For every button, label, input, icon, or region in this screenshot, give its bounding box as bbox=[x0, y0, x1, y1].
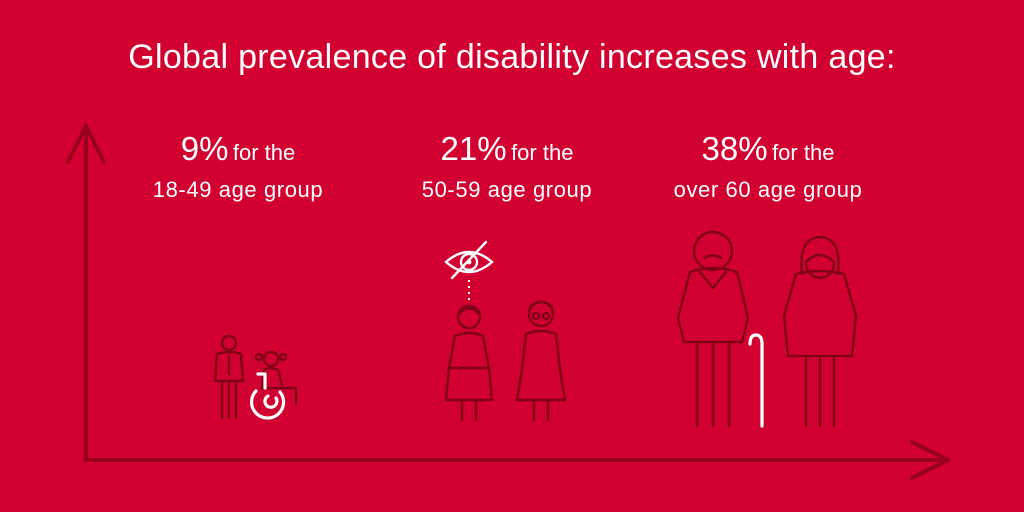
stat-connector: for the bbox=[772, 140, 835, 165]
stat-percent: 9% bbox=[180, 130, 229, 167]
elderly-woman-headscarf-icon bbox=[782, 235, 858, 428]
elderly-man-icon bbox=[676, 230, 750, 428]
stat-group-18-49: 9% for the 18-49 age group bbox=[108, 132, 368, 207]
stat-age-group: over 60 age group bbox=[673, 177, 863, 202]
wheelchair-icon bbox=[249, 372, 286, 420]
stat-percent: 21% bbox=[440, 130, 507, 167]
stat-connector: for the bbox=[511, 140, 574, 165]
stat-group-50-59: 21% for the 50-59 age group bbox=[377, 132, 637, 207]
older-woman-glasses-icon bbox=[515, 300, 567, 422]
stat-group-over-60: 38% for the over 60 age group bbox=[638, 132, 898, 207]
young-man-icon bbox=[213, 334, 245, 420]
axis-arrows bbox=[66, 124, 950, 480]
older-woman-icon bbox=[444, 304, 494, 422]
stat-percent: 38% bbox=[701, 130, 768, 167]
crossed-eye-icon bbox=[444, 240, 494, 300]
stat-age-group: 50-59 age group bbox=[421, 177, 593, 202]
cane-icon bbox=[748, 333, 764, 428]
stat-age-group: 18-49 age group bbox=[152, 177, 324, 202]
page-title: Global prevalence of disability increase… bbox=[128, 38, 896, 76]
stat-connector: for the bbox=[232, 140, 296, 165]
girl-figure-icon bbox=[254, 350, 298, 406]
